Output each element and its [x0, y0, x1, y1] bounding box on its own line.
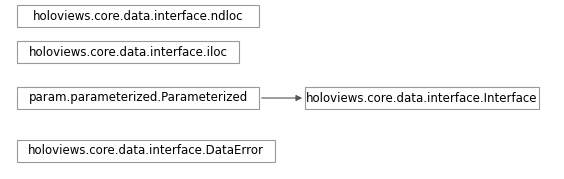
FancyBboxPatch shape — [305, 87, 539, 109]
FancyBboxPatch shape — [17, 41, 239, 63]
FancyBboxPatch shape — [17, 5, 259, 27]
FancyBboxPatch shape — [17, 140, 275, 162]
Text: param.parameterized.Parameterized: param.parameterized.Parameterized — [28, 91, 248, 105]
Text: holoviews.core.data.interface.DataError: holoviews.core.data.interface.DataError — [28, 144, 264, 158]
Text: holoviews.core.data.interface.iloc: holoviews.core.data.interface.iloc — [29, 45, 227, 59]
Text: holoviews.core.data.interface.Interface: holoviews.core.data.interface.Interface — [306, 91, 537, 105]
FancyBboxPatch shape — [17, 87, 259, 109]
Text: holoviews.core.data.interface.ndloc: holoviews.core.data.interface.ndloc — [33, 9, 243, 23]
